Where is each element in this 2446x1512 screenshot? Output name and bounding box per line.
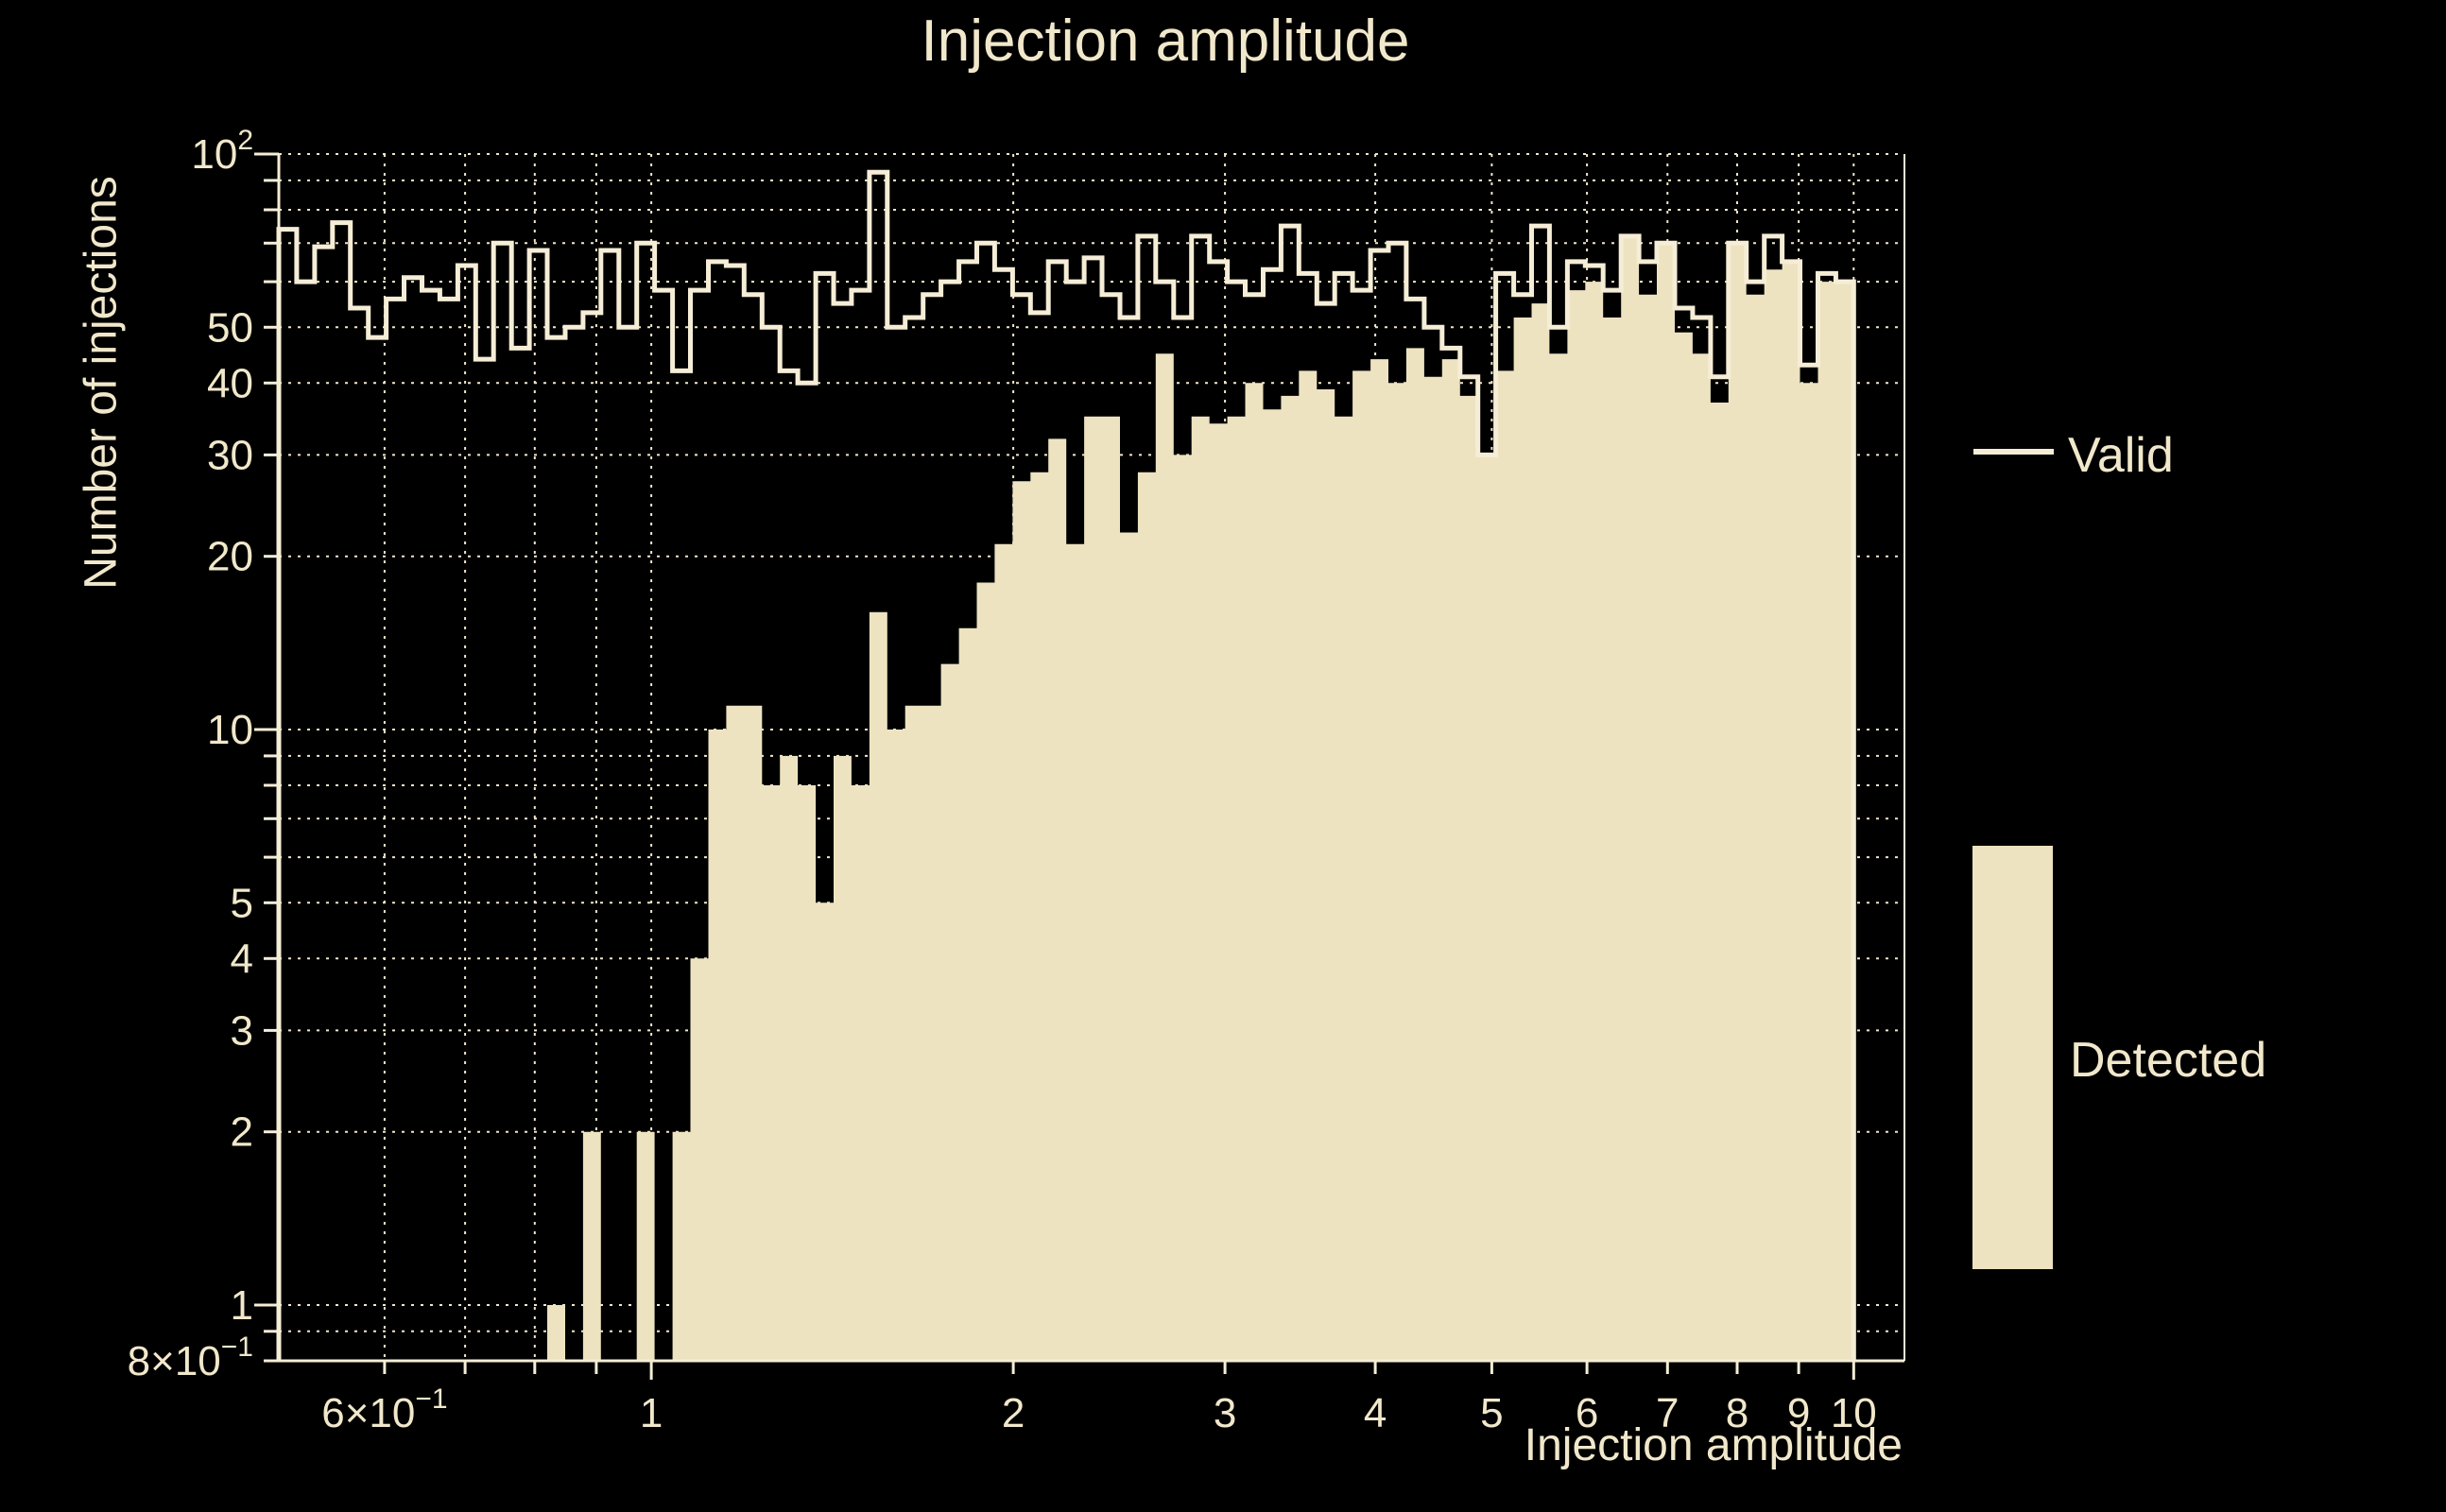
detected-area xyxy=(279,235,1854,1361)
legend-detected-fill-swatch xyxy=(1972,846,2053,1269)
legend-valid-line-swatch xyxy=(1973,449,2054,455)
y-axis-title: Number of injections xyxy=(76,176,127,590)
x-tick-label: 6×10−1 xyxy=(321,1383,447,1436)
y-tick-label: 50 xyxy=(207,304,253,351)
x-tick-label: 7 xyxy=(1656,1390,1679,1436)
y-tick-label: 3 xyxy=(231,1007,253,1054)
y-tick-label: 8×10−1 xyxy=(128,1332,253,1384)
y-tick-label: 10 xyxy=(207,707,253,753)
y-tick-label: 40 xyxy=(207,360,253,406)
x-axis-title: Injection amplitude xyxy=(1524,1420,1903,1470)
y-tick-label: 5 xyxy=(231,880,253,926)
x-tick-label: 1 xyxy=(640,1390,663,1436)
valid-step-line xyxy=(276,169,1856,1361)
legend-valid-label: Valid xyxy=(2068,428,2174,483)
y-tick-label: 102 xyxy=(191,125,253,178)
y-tick-label: 30 xyxy=(207,432,253,478)
x-tick-label: 6 xyxy=(1576,1390,1598,1436)
x-tick-label: 4 xyxy=(1364,1390,1387,1436)
valid-line xyxy=(276,169,1856,1361)
legend-detected-label: Detected xyxy=(2070,1033,2267,1088)
x-tick-label: 8 xyxy=(1726,1390,1748,1436)
x-tick-label: 9 xyxy=(1787,1390,1810,1436)
x-tick-label: 5 xyxy=(1480,1390,1503,1436)
y-tick-label: 1 xyxy=(231,1282,253,1329)
axes-frame xyxy=(277,154,1905,1363)
x-tick-label: 3 xyxy=(1214,1390,1236,1436)
y-tick-label: 20 xyxy=(207,534,253,580)
y-tick-label: 2 xyxy=(231,1109,253,1156)
y-tick-label: 4 xyxy=(231,936,253,982)
detected-filled-histogram xyxy=(279,235,1854,1361)
chart-title: Injection amplitude xyxy=(921,9,1410,74)
x-tick-label: 2 xyxy=(1002,1390,1025,1436)
x-tick-label: 10 xyxy=(1831,1390,1877,1436)
tick-marks xyxy=(254,152,1855,1380)
